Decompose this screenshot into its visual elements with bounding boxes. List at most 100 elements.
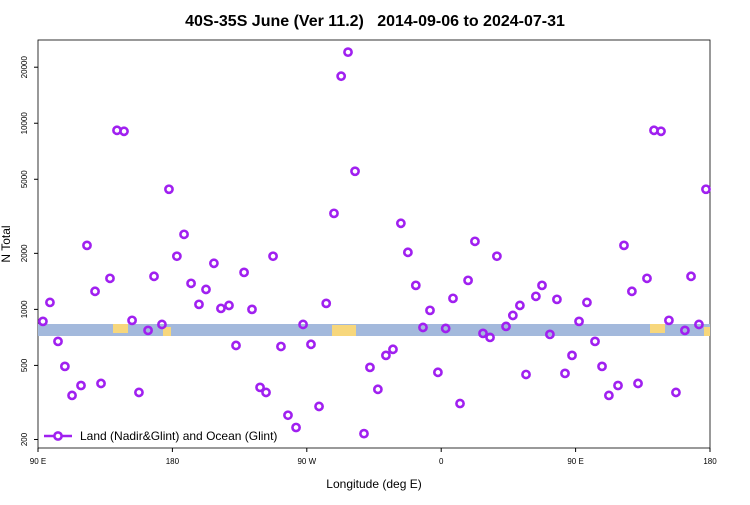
data-point: [261, 387, 271, 398]
x-tick-label: 180: [166, 457, 180, 466]
data-point: [604, 390, 614, 401]
data-point: [619, 240, 629, 251]
data-point: [671, 387, 681, 398]
data-point: [425, 305, 435, 316]
data-point: [59, 361, 70, 372]
data-point: [119, 126, 129, 137]
plot-frame: [37, 39, 711, 449]
data-point: [463, 275, 473, 286]
chart-title: 40S-35S June (Ver 11.2) 2014-09-06 to 20…: [185, 13, 565, 30]
x-tick-label: 0: [439, 457, 444, 466]
data-point: [306, 339, 316, 350]
x-tick-label: 180: [703, 457, 717, 466]
data-point: [485, 332, 495, 343]
data-point: [433, 367, 443, 378]
x-tick-label: 90 W: [297, 457, 316, 466]
data-point: [478, 328, 488, 339]
data-point: [501, 321, 511, 332]
data-point: [343, 47, 353, 58]
data-point: [134, 387, 144, 398]
data-point: [276, 341, 286, 352]
data-point: [329, 208, 339, 219]
data-point: [664, 315, 674, 326]
data-point: [492, 251, 502, 262]
data-point: [521, 369, 531, 380]
data-point: [686, 271, 696, 282]
data-point: [283, 410, 293, 421]
data-point: [560, 368, 570, 379]
data-point: [537, 280, 547, 291]
data-point: [350, 166, 360, 177]
data-point: [410, 280, 421, 291]
y-tick-label: 200: [20, 432, 29, 446]
data-point: [45, 297, 55, 308]
data-point: [186, 278, 196, 289]
data-point: [314, 401, 324, 412]
map-strip: [38, 324, 710, 336]
y-tick-label: 2000: [20, 244, 29, 262]
data-point: [567, 350, 577, 361]
data-point: [171, 251, 182, 262]
x-axis-label: Longitude (deg E): [326, 477, 421, 491]
data-point: [179, 229, 189, 240]
y-axis-label: N Total: [0, 225, 13, 262]
data-point: [545, 329, 555, 340]
data-point: [164, 184, 174, 195]
data-point: [440, 323, 451, 334]
data-point: [381, 350, 391, 361]
data-point: [574, 316, 584, 327]
data-point: [402, 247, 413, 258]
y-tick-label: 5000: [20, 170, 29, 188]
data-point: [157, 319, 167, 330]
data-point: [395, 218, 406, 229]
data-point: [321, 298, 332, 309]
x-tick-label: 90 E: [30, 457, 46, 466]
data-point: [105, 273, 115, 284]
data-point: [507, 310, 518, 321]
data-point: [365, 362, 375, 373]
data-point: [82, 240, 92, 251]
data-point: [597, 361, 607, 372]
x-tick-label: 90 E: [567, 457, 583, 466]
data-point: [613, 380, 623, 391]
data-point: [247, 304, 257, 315]
data-point: [255, 382, 265, 393]
data-point: [372, 384, 383, 395]
data-point: [455, 398, 465, 409]
data-point: [470, 236, 480, 247]
data-point: [90, 286, 100, 297]
data-point: [642, 273, 652, 284]
data-point: [291, 422, 301, 433]
data-point: [626, 286, 637, 297]
data-point: [590, 336, 600, 347]
data-point: [231, 340, 241, 351]
data-point: [201, 284, 211, 295]
data-point: [76, 380, 86, 391]
data-point: [67, 390, 77, 401]
data-point: [701, 184, 711, 195]
y-tick-label: 500: [20, 358, 29, 372]
data-point: [388, 344, 398, 355]
data-point: [530, 291, 541, 302]
data-point: [149, 271, 159, 282]
data-point: [298, 319, 308, 330]
data-point: [224, 300, 234, 311]
data-point: [53, 336, 63, 347]
data-point: [418, 322, 428, 333]
data-point: [656, 126, 666, 137]
legend-label: Land (Nadir&Glint) and Ocean (Glint): [80, 429, 277, 443]
data-point: [359, 428, 369, 439]
legend-marker: [53, 431, 63, 441]
data-point: [582, 297, 592, 308]
data-point: [336, 71, 347, 82]
data-point: [194, 299, 204, 310]
data-point: [680, 325, 690, 336]
data-point: [143, 325, 153, 336]
y-tick-label: 10000: [20, 112, 29, 135]
data-point: [239, 267, 249, 278]
data-point: [216, 303, 226, 314]
land-patches: [113, 324, 710, 336]
data-point: [38, 316, 48, 327]
data-point: [552, 294, 562, 305]
